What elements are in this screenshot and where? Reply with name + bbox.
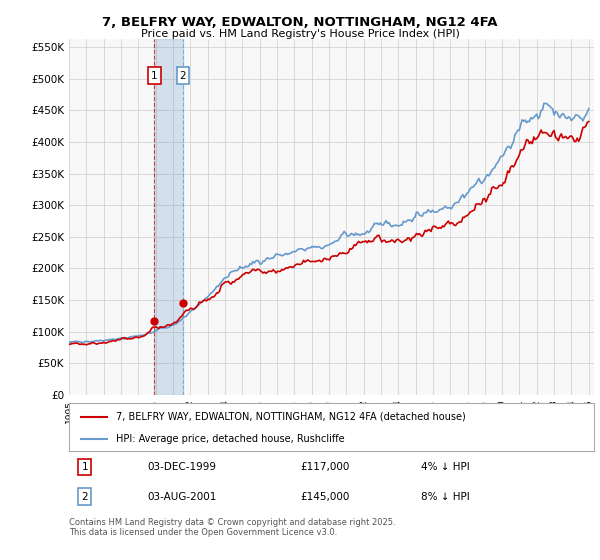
Text: 4% ↓ HPI: 4% ↓ HPI: [421, 462, 470, 472]
Text: 8% ↓ HPI: 8% ↓ HPI: [421, 492, 470, 502]
Text: £117,000: £117,000: [300, 462, 349, 472]
Text: 7, BELFRY WAY, EDWALTON, NOTTINGHAM, NG12 4FA (detached house): 7, BELFRY WAY, EDWALTON, NOTTINGHAM, NG1…: [116, 412, 466, 422]
Text: Price paid vs. HM Land Registry's House Price Index (HPI): Price paid vs. HM Land Registry's House …: [140, 29, 460, 39]
Text: 03-AUG-2001: 03-AUG-2001: [148, 492, 217, 502]
Text: 1: 1: [151, 71, 158, 81]
Text: 03-DEC-1999: 03-DEC-1999: [148, 462, 217, 472]
Text: Contains HM Land Registry data © Crown copyright and database right 2025.
This d: Contains HM Land Registry data © Crown c…: [69, 518, 395, 538]
Text: 7, BELFRY WAY, EDWALTON, NOTTINGHAM, NG12 4FA: 7, BELFRY WAY, EDWALTON, NOTTINGHAM, NG1…: [102, 16, 498, 29]
Text: 1: 1: [82, 462, 88, 472]
Text: £145,000: £145,000: [300, 492, 349, 502]
Text: 2: 2: [179, 71, 187, 81]
Bar: [154, 39, 183, 395]
Text: 2: 2: [82, 492, 88, 502]
Text: HPI: Average price, detached house, Rushcliffe: HPI: Average price, detached house, Rush…: [116, 434, 345, 444]
